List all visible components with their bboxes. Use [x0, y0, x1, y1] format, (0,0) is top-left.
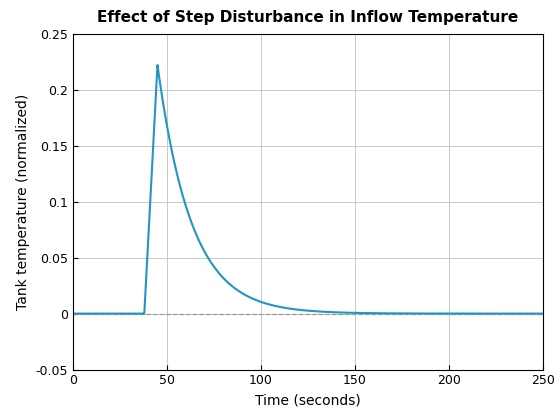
Title: Effect of Step Disturbance in Inflow Temperature: Effect of Step Disturbance in Inflow Tem… — [97, 10, 519, 26]
Y-axis label: Tank temperature (normalized): Tank temperature (normalized) — [16, 94, 30, 310]
X-axis label: Time (seconds): Time (seconds) — [255, 393, 361, 407]
